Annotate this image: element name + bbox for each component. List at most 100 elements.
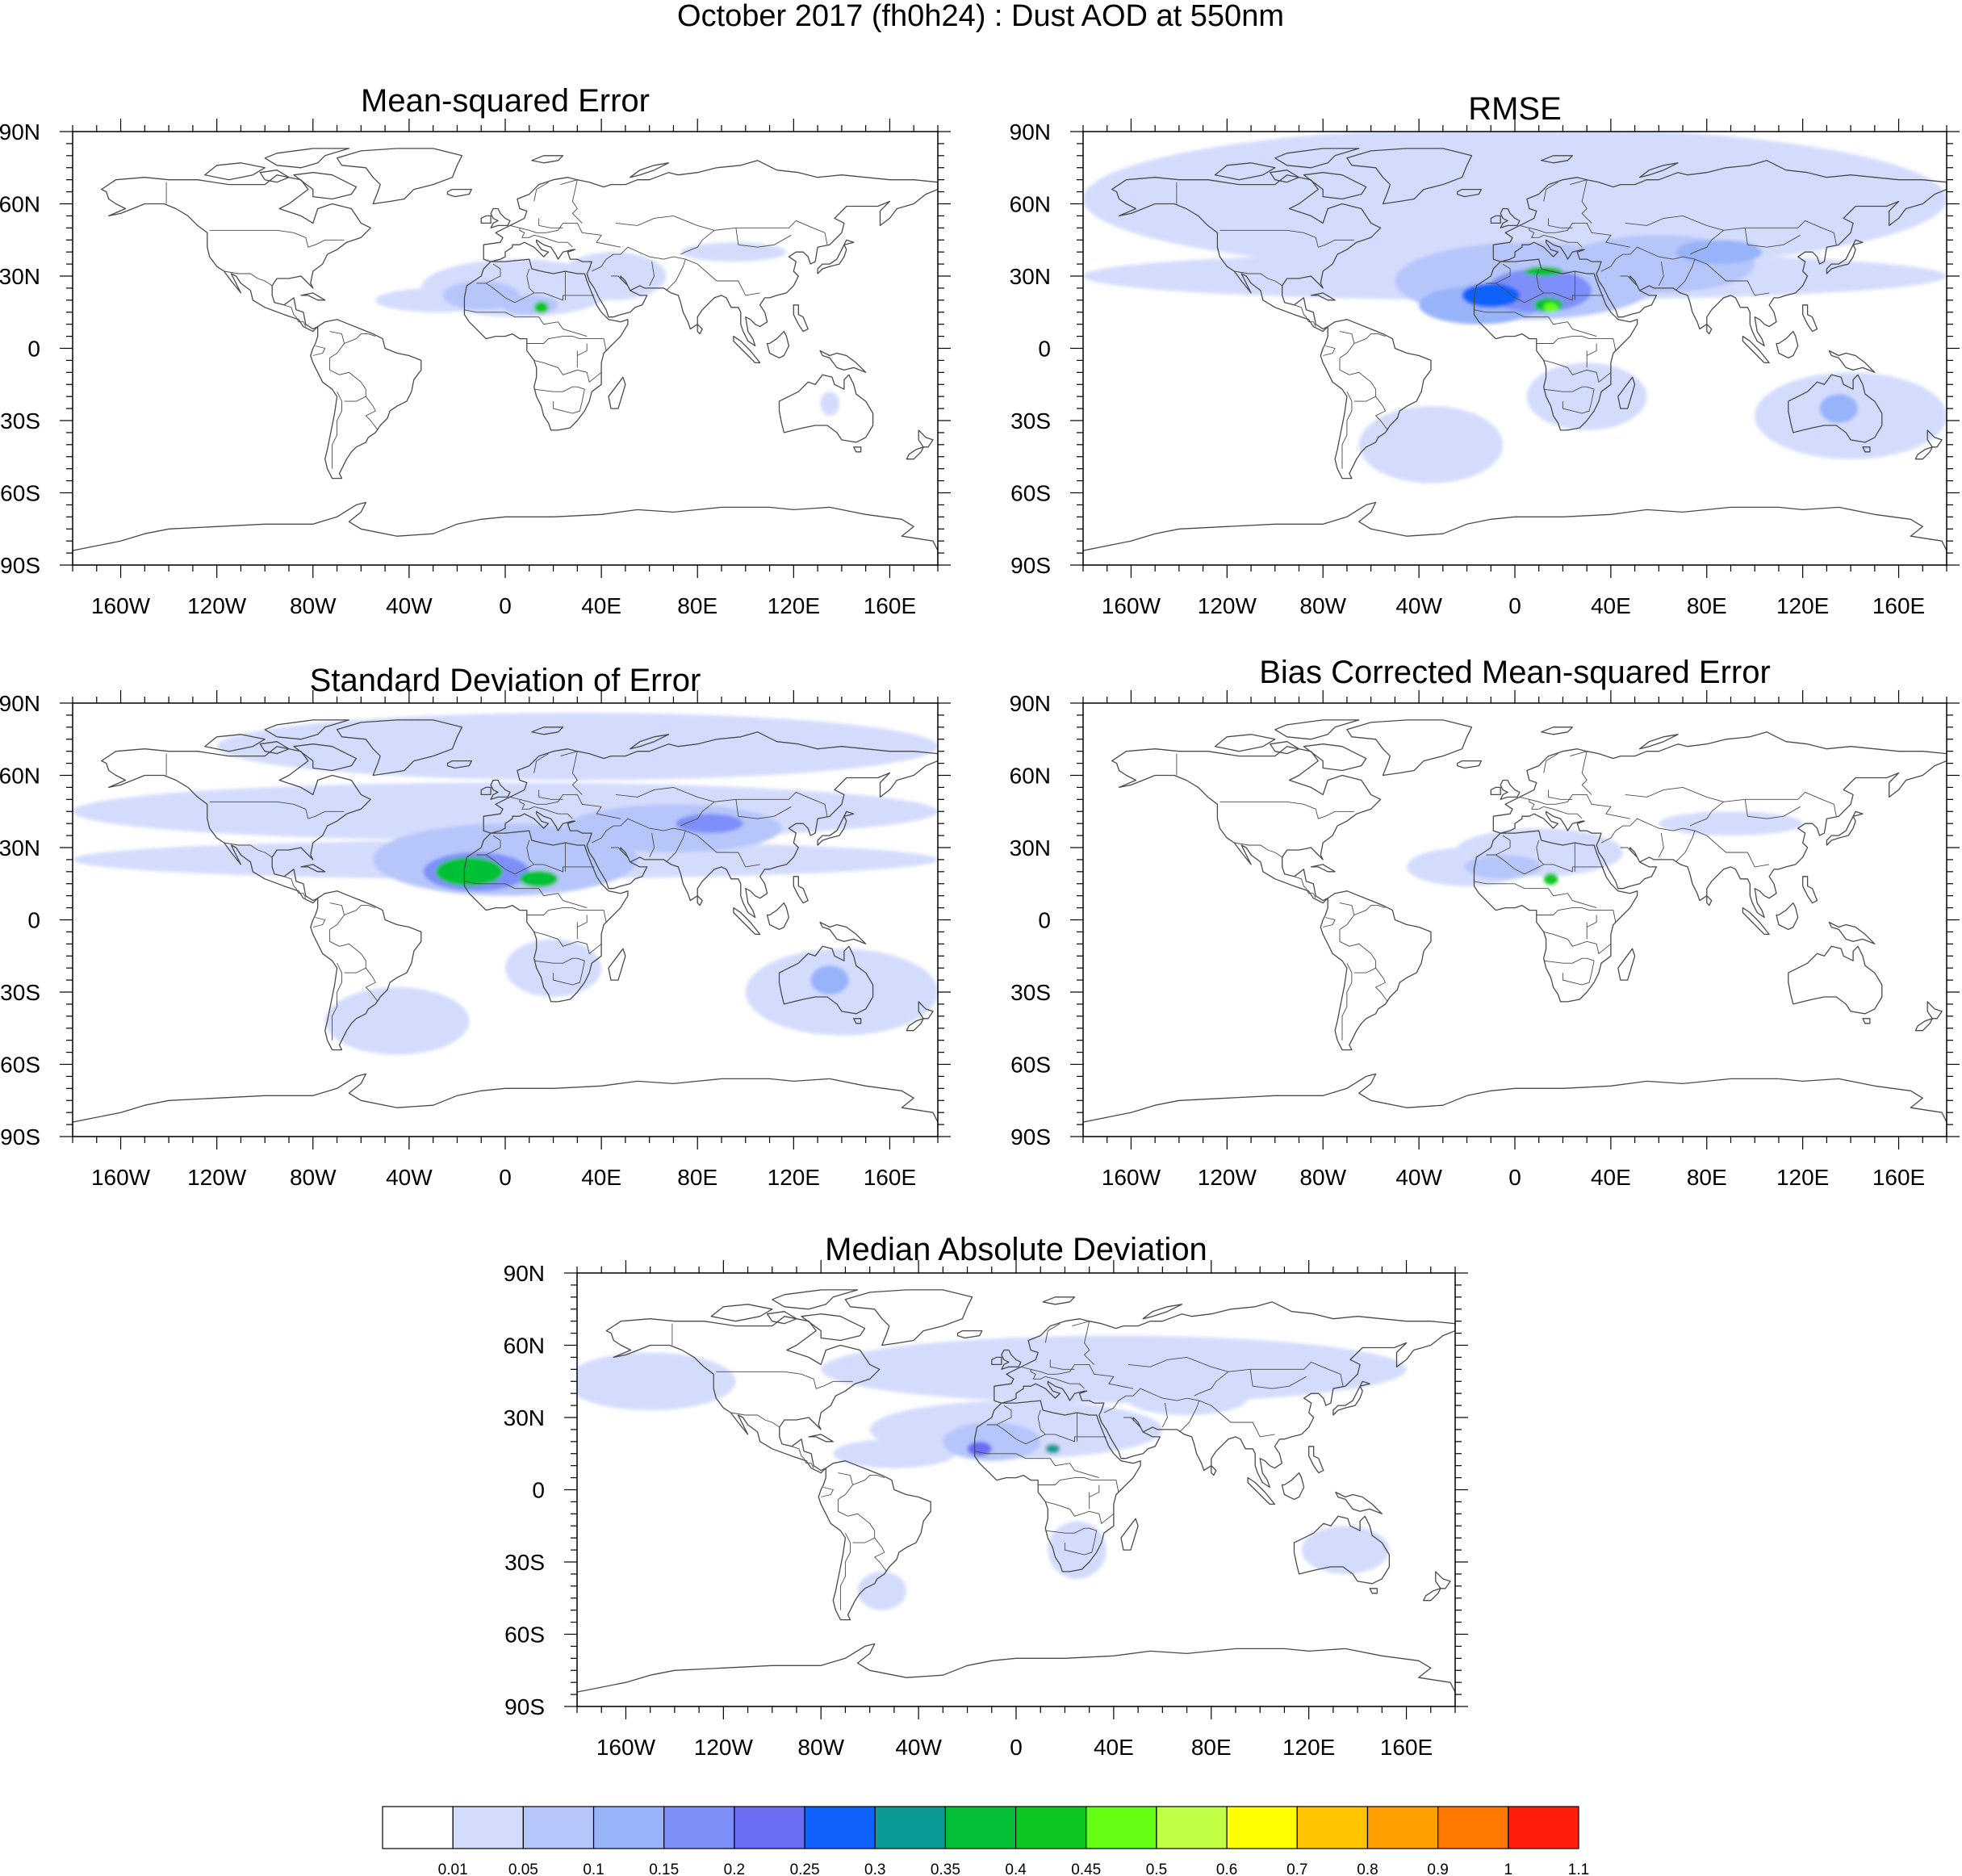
border-line bbox=[1536, 336, 1617, 351]
border-line bbox=[526, 268, 535, 294]
border-line bbox=[1675, 830, 1696, 863]
coastline bbox=[1435, 1571, 1451, 1589]
lat-tick-label: 60N bbox=[0, 192, 40, 217]
coastline bbox=[1346, 148, 1473, 205]
borders bbox=[1176, 179, 1837, 469]
dust-blob bbox=[676, 814, 743, 834]
coastline bbox=[1142, 1304, 1183, 1320]
lat-tick-label: 60N bbox=[1010, 764, 1051, 789]
coastline bbox=[1490, 786, 1501, 796]
border-line bbox=[1339, 905, 1386, 930]
border-line bbox=[1744, 799, 1801, 819]
border-line bbox=[1689, 801, 1724, 827]
border-line bbox=[649, 262, 655, 287]
coastline bbox=[1111, 746, 1382, 904]
lon-tick-label: 0 bbox=[499, 1165, 512, 1190]
colorbar-label: 0.2 bbox=[724, 1861, 745, 1876]
border-line bbox=[1529, 222, 1630, 248]
coastline bbox=[793, 876, 809, 904]
lon-tick-label: 40E bbox=[1094, 1735, 1134, 1760]
lat-tick-label: 60N bbox=[1010, 192, 1051, 217]
coastline bbox=[1270, 741, 1300, 755]
coastline bbox=[1346, 719, 1473, 777]
colorbar-label: 0.05 bbox=[508, 1861, 538, 1876]
coastline bbox=[1332, 1380, 1370, 1416]
border-line bbox=[1658, 833, 1664, 858]
border-line bbox=[838, 1475, 885, 1500]
border-line bbox=[1374, 967, 1388, 1003]
border-line bbox=[1234, 270, 1282, 287]
lon-tick-label: 160E bbox=[1872, 593, 1925, 618]
dust-blob bbox=[821, 1335, 1407, 1404]
dust-blob bbox=[519, 870, 558, 888]
colorbar-label: 1.1 bbox=[1568, 1861, 1589, 1876]
border-line bbox=[1543, 386, 1595, 414]
coastline bbox=[531, 155, 564, 164]
colorbar-label: 0.1 bbox=[583, 1861, 604, 1876]
dust-blob bbox=[216, 712, 938, 781]
border-line bbox=[1536, 268, 1545, 294]
lon-tick-label: 80E bbox=[1687, 1165, 1727, 1190]
border-line bbox=[1689, 229, 1724, 255]
lon-tick-label: 0 bbox=[1010, 1735, 1023, 1760]
coastline bbox=[630, 734, 670, 750]
coastline bbox=[817, 239, 855, 274]
lat-tick-label: 30N bbox=[0, 835, 40, 861]
lat-tick-label: 60N bbox=[504, 1334, 545, 1359]
border-line bbox=[538, 789, 563, 800]
border-line bbox=[1543, 957, 1595, 986]
coastline bbox=[1473, 830, 1638, 1003]
coastline bbox=[608, 376, 626, 409]
ticks bbox=[564, 1260, 1468, 1719]
border-line bbox=[1543, 359, 1612, 383]
coastline bbox=[1310, 864, 1336, 873]
border-line bbox=[996, 1405, 1012, 1426]
coastline bbox=[1320, 890, 1432, 1051]
border-line bbox=[533, 957, 585, 986]
coastline bbox=[483, 731, 938, 919]
border-line bbox=[1339, 331, 1355, 344]
coastline bbox=[446, 760, 472, 769]
colorbar-swatch bbox=[1437, 1806, 1509, 1849]
colorbar-swatch bbox=[944, 1806, 1017, 1849]
coastline bbox=[778, 945, 874, 1015]
border-line bbox=[735, 228, 792, 248]
lon-tick-label: 80E bbox=[1191, 1735, 1232, 1760]
border-line bbox=[1103, 1388, 1275, 1438]
coastline bbox=[1638, 162, 1679, 178]
border-line bbox=[533, 182, 549, 202]
map-panels: Mean-squared Error 90N 60N 30N 0 30S 60S 90S 160… bbox=[0, 83, 1960, 1760]
lat-tick-label: 30S bbox=[504, 1550, 545, 1575]
border-line bbox=[1349, 371, 1377, 402]
border-line bbox=[485, 835, 501, 856]
coastline bbox=[101, 746, 371, 904]
border-line bbox=[839, 1532, 851, 1610]
coastline bbox=[817, 810, 855, 846]
border-line bbox=[283, 304, 307, 327]
ticks bbox=[1070, 119, 1960, 578]
border-line bbox=[1529, 794, 1630, 819]
colorbar-swatch bbox=[592, 1806, 665, 1849]
lat-tick-label: 60S bbox=[1010, 481, 1051, 506]
dust-blob bbox=[1462, 283, 1520, 308]
lon-tick-label: 0 bbox=[1508, 1165, 1521, 1190]
dust-blob bbox=[1659, 811, 1803, 836]
border-line bbox=[1179, 1400, 1200, 1433]
coastline bbox=[293, 743, 358, 772]
border-line bbox=[1038, 1477, 1119, 1493]
coastline bbox=[73, 501, 938, 565]
border-line bbox=[365, 967, 379, 1003]
border-line bbox=[209, 229, 345, 248]
border-line bbox=[339, 371, 366, 402]
coastline bbox=[1617, 948, 1636, 981]
coastline bbox=[1310, 292, 1336, 301]
lat-tick-label: 90N bbox=[1010, 691, 1051, 716]
lat-tick-label: 60N bbox=[0, 764, 40, 789]
coastline bbox=[1492, 731, 1947, 919]
dust-blob bbox=[1543, 302, 1558, 312]
dust-blob bbox=[324, 987, 470, 1055]
map-panel-bcmse: Bias Corrected Mean-squared Error 90N 60N 3… bbox=[1010, 655, 1960, 1190]
coastline bbox=[1274, 148, 1360, 169]
colorbar-swatch bbox=[663, 1806, 735, 1849]
border-line bbox=[1536, 840, 1545, 865]
